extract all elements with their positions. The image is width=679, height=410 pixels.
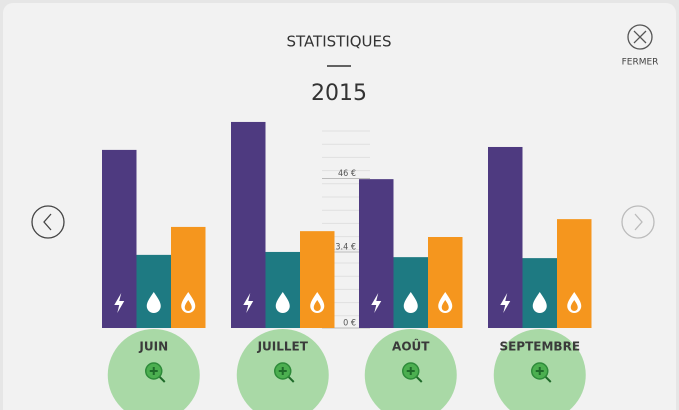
year: 2015 (311, 81, 367, 106)
month-button[interactable]: JUIN (107, 329, 200, 410)
close-button[interactable]: FERMER (622, 24, 659, 68)
zoom-plus (406, 367, 423, 383)
zoom-plus (535, 367, 552, 383)
bar-icon-inner (184, 300, 192, 311)
title: STATISTIQUES (286, 33, 391, 51)
month-button[interactable]: JUILLET (236, 329, 329, 410)
zoom-plus (278, 367, 295, 383)
y-tick-label: 46 € (338, 169, 356, 179)
close-label: FERMER (622, 58, 659, 68)
month-button[interactable]: SEPTEMBRE (493, 329, 586, 410)
bar (136, 254, 171, 328)
y-tick-label: 23.4 € (330, 242, 356, 252)
x-tick-label: AOÛT (392, 339, 430, 354)
bar-icon (500, 293, 511, 313)
x-tick-label: JUILLET (257, 340, 309, 354)
next-circle (621, 205, 655, 239)
month-button[interactable]: AOÛT (364, 329, 457, 410)
bar-icon (371, 293, 382, 313)
prev-circle (31, 205, 65, 239)
bar (231, 121, 266, 328)
next-button[interactable] (621, 205, 655, 239)
close-icon (627, 24, 653, 50)
prev-button[interactable] (31, 205, 65, 239)
bar (265, 251, 300, 328)
bar-icon (532, 292, 547, 313)
bar-icon-inner (441, 300, 449, 311)
bar (300, 231, 335, 328)
zoom-plus (149, 367, 166, 383)
close-cross (633, 30, 647, 44)
x-tick-label: SEPTEMBRE (499, 340, 580, 354)
next-arrow (634, 213, 643, 231)
bar (428, 237, 463, 328)
bar-icon (114, 293, 125, 313)
bar-icon-inner (313, 300, 321, 311)
y-tick-label: 0 € (343, 319, 356, 329)
bar-icon-inner (570, 300, 578, 311)
bar-icon (146, 292, 161, 313)
bar-icon (243, 293, 254, 313)
bar-icon (403, 292, 418, 313)
prev-arrow (43, 213, 52, 231)
bar-icon (275, 292, 290, 313)
x-tick-label: JUIN (138, 340, 168, 354)
